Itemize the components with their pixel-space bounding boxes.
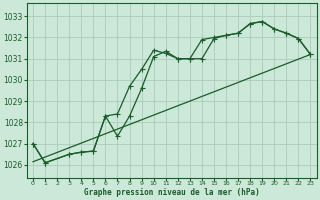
X-axis label: Graphe pression niveau de la mer (hPa): Graphe pression niveau de la mer (hPa) bbox=[84, 188, 260, 197]
